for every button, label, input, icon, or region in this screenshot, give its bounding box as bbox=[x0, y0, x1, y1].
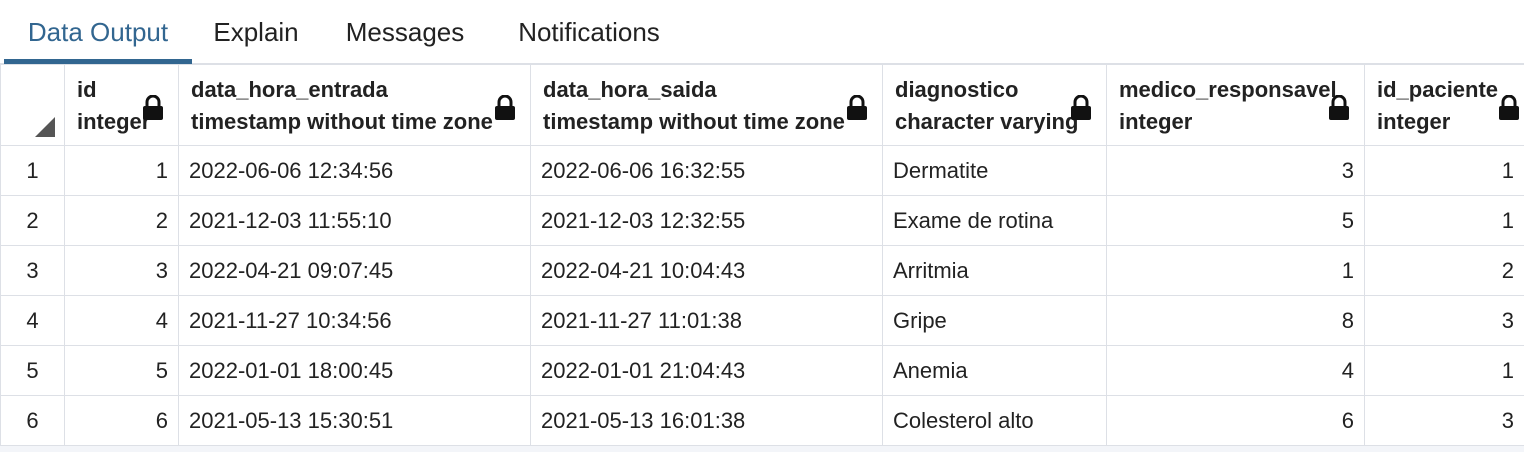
table-row[interactable]: 3 3 2022-04-21 09:07:45 2022-04-21 10:04… bbox=[0, 245, 1524, 296]
cell-id[interactable]: 5 bbox=[64, 345, 179, 396]
column-type: timestamp without time zone bbox=[191, 109, 493, 134]
column-type: character varying bbox=[895, 109, 1079, 134]
cell-id[interactable]: 3 bbox=[64, 245, 179, 296]
cell-id-paciente[interactable]: 3 bbox=[1364, 295, 1524, 346]
cell-data-hora-saida[interactable]: 2022-04-21 10:04:43 bbox=[530, 245, 883, 296]
active-tab-indicator bbox=[4, 59, 192, 64]
table-row[interactable]: 1 1 2022-06-06 12:34:56 2022-06-06 16:32… bbox=[0, 145, 1524, 196]
row-number[interactable]: 6 bbox=[0, 395, 65, 446]
cell-data-hora-entrada[interactable]: 2021-12-03 11:55:10 bbox=[178, 195, 531, 246]
cell-medico-responsavel[interactable]: 6 bbox=[1106, 395, 1365, 446]
column-header-data-hora-entrada[interactable]: data_hora_entrada timestamp without time… bbox=[178, 64, 531, 146]
header-row: id integer data_hora_entrada timestamp w… bbox=[0, 64, 1524, 146]
column-header-id[interactable]: id integer bbox=[64, 64, 179, 146]
table-row[interactable]: 4 4 2021-11-27 10:34:56 2021-11-27 11:01… bbox=[0, 295, 1524, 346]
column-type: timestamp without time zone bbox=[543, 109, 845, 134]
data-output-grid: id integer data_hora_entrada timestamp w… bbox=[0, 64, 1524, 452]
cell-data-hora-entrada[interactable]: 2022-04-21 09:07:45 bbox=[178, 245, 531, 296]
cell-data-hora-saida[interactable]: 2022-01-01 21:04:43 bbox=[530, 345, 883, 396]
row-number[interactable]: 3 bbox=[0, 245, 65, 296]
cell-id-paciente[interactable]: 3 bbox=[1364, 395, 1524, 446]
column-name: medico_responsavel bbox=[1119, 77, 1337, 102]
tab-messages[interactable]: Messages bbox=[345, 17, 465, 47]
cell-id[interactable]: 4 bbox=[64, 295, 179, 346]
cell-diagnostico[interactable]: Colesterol alto bbox=[882, 395, 1107, 446]
row-number[interactable]: 1 bbox=[0, 145, 65, 196]
cell-data-hora-saida[interactable]: 2022-06-06 16:32:55 bbox=[530, 145, 883, 196]
column-header-data-hora-saida[interactable]: data_hora_saida timestamp without time z… bbox=[530, 64, 883, 146]
column-header-diagnostico[interactable]: diagnostico character varying bbox=[882, 64, 1107, 146]
cell-diagnostico[interactable]: Gripe bbox=[882, 295, 1107, 346]
cell-medico-responsavel[interactable]: 1 bbox=[1106, 245, 1365, 296]
tab-notifications[interactable]: Notifications bbox=[518, 17, 660, 47]
cell-diagnostico[interactable]: Arritmia bbox=[882, 245, 1107, 296]
cell-medico-responsavel[interactable]: 3 bbox=[1106, 145, 1365, 196]
table-row[interactable]: 5 5 2022-01-01 18:00:45 2022-01-01 21:04… bbox=[0, 345, 1524, 396]
select-all-corner[interactable] bbox=[0, 64, 65, 146]
lock-icon bbox=[1329, 95, 1349, 120]
cell-medico-responsavel[interactable]: 5 bbox=[1106, 195, 1365, 246]
lock-icon bbox=[1499, 95, 1519, 120]
table-row[interactable]: 2 2 2021-12-03 11:55:10 2021-12-03 12:32… bbox=[0, 195, 1524, 246]
cell-data-hora-saida[interactable]: 2021-12-03 12:32:55 bbox=[530, 195, 883, 246]
column-name: id bbox=[77, 77, 97, 102]
column-name: data_hora_entrada bbox=[191, 77, 388, 102]
cell-data-hora-entrada[interactable]: 2021-05-13 15:30:51 bbox=[178, 395, 531, 446]
column-name: diagnostico bbox=[895, 77, 1019, 102]
cell-diagnostico[interactable]: Dermatite bbox=[882, 145, 1107, 196]
column-name: data_hora_saida bbox=[543, 77, 717, 102]
cell-data-hora-saida[interactable]: 2021-05-13 16:01:38 bbox=[530, 395, 883, 446]
row-number[interactable]: 4 bbox=[0, 295, 65, 346]
row-number[interactable]: 2 bbox=[0, 195, 65, 246]
cell-diagnostico[interactable]: Anemia bbox=[882, 345, 1107, 396]
cell-id-paciente[interactable]: 1 bbox=[1364, 195, 1524, 246]
lock-icon bbox=[1071, 95, 1091, 120]
cell-medico-responsavel[interactable]: 4 bbox=[1106, 345, 1365, 396]
lock-icon bbox=[847, 95, 867, 120]
cell-id-paciente[interactable]: 2 bbox=[1364, 245, 1524, 296]
cell-data-hora-saida[interactable]: 2021-11-27 11:01:38 bbox=[530, 295, 883, 346]
resize-corner-icon bbox=[35, 117, 55, 137]
column-header-medico-responsavel[interactable]: medico_responsavel integer bbox=[1106, 64, 1365, 146]
table-row[interactable]: 6 6 2021-05-13 15:30:51 2021-05-13 16:01… bbox=[0, 395, 1524, 446]
column-type: integer bbox=[1119, 109, 1193, 134]
lock-icon bbox=[495, 95, 515, 120]
result-tabs: Data Output Explain Messages Notificatio… bbox=[0, 0, 1524, 64]
row-number[interactable]: 5 bbox=[0, 345, 65, 396]
tab-explain[interactable]: Explain bbox=[213, 17, 299, 47]
column-name: id_paciente bbox=[1377, 77, 1499, 102]
column-header-id-paciente[interactable]: id_paciente integer bbox=[1364, 64, 1524, 146]
column-type: integer bbox=[1377, 109, 1451, 134]
cell-diagnostico[interactable]: Exame de rotina bbox=[882, 195, 1107, 246]
cell-data-hora-entrada[interactable]: 2022-06-06 12:34:56 bbox=[178, 145, 531, 196]
lock-icon bbox=[143, 95, 163, 120]
cell-id[interactable]: 6 bbox=[64, 395, 179, 446]
cell-medico-responsavel[interactable]: 8 bbox=[1106, 295, 1365, 346]
cell-data-hora-entrada[interactable]: 2021-11-27 10:34:56 bbox=[178, 295, 531, 346]
cell-id-paciente[interactable]: 1 bbox=[1364, 345, 1524, 396]
cell-id-paciente[interactable]: 1 bbox=[1364, 145, 1524, 196]
column-type: integer bbox=[77, 109, 151, 134]
cell-data-hora-entrada[interactable]: 2022-01-01 18:00:45 bbox=[178, 345, 531, 396]
cell-id[interactable]: 2 bbox=[64, 195, 179, 246]
results-table: id integer data_hora_entrada timestamp w… bbox=[0, 64, 1524, 446]
cell-id[interactable]: 1 bbox=[64, 145, 179, 196]
tab-data-output[interactable]: Data Output bbox=[27, 17, 169, 47]
